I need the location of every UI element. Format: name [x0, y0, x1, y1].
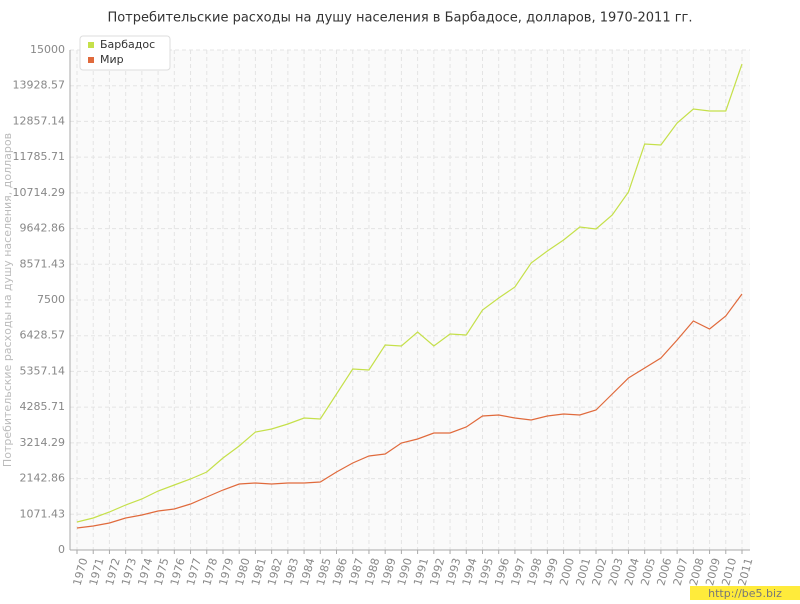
watermark: http://be5.biz	[708, 587, 782, 600]
y-tick-label: 5357.14	[20, 364, 66, 377]
y-tick-label: 2142.86	[20, 472, 66, 485]
y-tick-label: 1071.43	[20, 507, 66, 520]
y-tick-label: 7500	[37, 293, 65, 306]
y-tick-label: 6428.57	[20, 329, 66, 342]
legend-label: Мир	[100, 53, 124, 66]
y-tick-label: 3214.29	[20, 436, 66, 449]
y-tick-label: 15000	[30, 43, 65, 56]
y-tick-label: 0	[58, 543, 65, 556]
y-axis-label: Потребительские расходы на душу населени…	[1, 133, 14, 467]
y-tick-label: 11785.71	[13, 150, 66, 163]
legend-swatch	[88, 42, 94, 48]
legend-box	[79, 35, 171, 71]
y-tick-label: 4285.71	[20, 400, 66, 413]
legend-swatch	[88, 57, 94, 63]
watermark-bg	[690, 586, 800, 600]
chart-title: Потребительские расходы на душу населени…	[107, 11, 692, 26]
series-line	[76, 293, 743, 529]
y-tick-label: 9642.86	[20, 222, 66, 235]
y-tick-label: 10714.29	[13, 186, 66, 199]
legend-label: Барбадос	[100, 38, 155, 51]
y-tick-label: 13928.57	[13, 79, 66, 92]
series-line	[76, 63, 743, 523]
y-tick-label: 8571.43	[20, 257, 66, 270]
y-tick-label: 12857.14	[13, 114, 66, 127]
